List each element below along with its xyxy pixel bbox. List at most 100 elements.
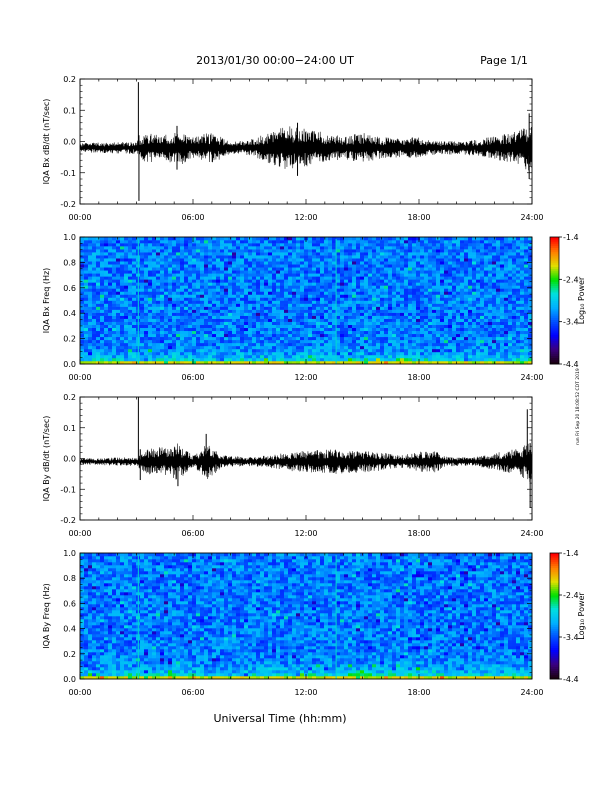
- spectrogram-cell: [284, 357, 289, 362]
- spectrogram-cell: [508, 321, 513, 325]
- spectrogram-cell: [480, 252, 485, 256]
- spectrogram-cell: [420, 306, 425, 310]
- spectrogram-cell: [280, 306, 285, 310]
- spectrogram-cell: [484, 282, 489, 286]
- spectrogram-cell: [368, 279, 373, 283]
- spectrogram-cell: [240, 330, 245, 335]
- spectrogram-cell: [372, 336, 377, 341]
- spectrogram-cell: [340, 285, 345, 289]
- spectrogram-cell: [212, 360, 217, 365]
- spectrogram-cell: [332, 279, 337, 283]
- spectrogram-cell: [448, 282, 453, 286]
- y-tick-label: -0.1: [60, 169, 76, 178]
- spectrogram-cell: [120, 294, 125, 298]
- spectrogram-cell: [336, 339, 341, 344]
- spectrogram-cell: [480, 315, 485, 319]
- colorbar-segment: [550, 243, 559, 246]
- spectrogram-cell: [408, 255, 413, 259]
- spectrogram-cell: [520, 351, 525, 356]
- spectrogram-cell: [492, 318, 497, 322]
- spectrogram-cell: [416, 255, 421, 259]
- spectrogram-cell: [284, 339, 289, 344]
- spectrogram-cell: [500, 297, 505, 301]
- spectrogram-cell: [112, 297, 117, 301]
- spectrogram-cell: [464, 252, 469, 256]
- spectrogram-cell: [172, 291, 177, 295]
- spectrogram-cell: [152, 264, 157, 268]
- spectrogram-cell: [184, 360, 189, 365]
- spectrogram-cell: [120, 336, 125, 341]
- spectrogram-cell: [512, 294, 517, 298]
- spectrogram-cell: [272, 321, 277, 325]
- spectrogram-cell: [332, 306, 337, 310]
- spectrogram-cell: [496, 252, 501, 256]
- spectrogram-cell: [468, 312, 473, 316]
- spectrogram-cell: [372, 270, 377, 274]
- spectrogram-cell: [440, 243, 445, 247]
- spectrogram-cell: [452, 330, 457, 335]
- spectrogram-cell: [332, 291, 337, 295]
- spectrogram-cell: [176, 345, 181, 350]
- spectrogram-cell: [148, 327, 153, 332]
- spectrogram-cell: [476, 345, 481, 350]
- spectrogram-cell: [420, 309, 425, 313]
- spectrogram-cell: [84, 306, 89, 310]
- spectrogram-cell: [160, 351, 165, 356]
- spectrogram-cell: [380, 243, 385, 247]
- spectrogram-cell: [156, 237, 161, 241]
- spectrogram-cell: [156, 315, 161, 319]
- spectrogram-cell: [408, 312, 413, 316]
- spectrogram-cell: [360, 306, 365, 310]
- spectrogram-cell: [356, 276, 361, 280]
- spectrogram-cell: [376, 273, 381, 277]
- spectrogram-cell: [328, 267, 333, 271]
- spectrogram-cell: [212, 252, 217, 256]
- spectrogram-cell: [344, 339, 349, 344]
- spectrogram-cell: [396, 300, 401, 304]
- spectrogram-cell: [120, 312, 125, 316]
- spectrogram-cell: [488, 327, 493, 332]
- spectrogram-cell: [448, 351, 453, 356]
- spectrogram-cell: [304, 258, 309, 262]
- spectrogram-cell: [260, 237, 265, 241]
- spectrogram-cell: [348, 291, 353, 295]
- spectrogram-cell: [268, 276, 273, 280]
- spectrogram-cell: [380, 291, 385, 295]
- spectrogram-cell: [248, 297, 253, 301]
- spectrogram-cell: [496, 306, 501, 310]
- spectrogram-cell: [280, 318, 285, 322]
- colorbar-segment: [550, 289, 559, 293]
- spectrogram-cell: [316, 351, 321, 356]
- spectrogram-cell: [384, 240, 389, 244]
- spectrogram-cell: [92, 291, 97, 295]
- spectrogram-cell: [252, 321, 257, 325]
- spectrogram-cell: [448, 303, 453, 307]
- spectrogram-cell: [408, 288, 413, 292]
- spectrogram-cell: [396, 249, 401, 253]
- spectrogram-cell: [204, 267, 209, 271]
- spectrogram-cell: [148, 309, 153, 313]
- spectrogram-cell: [92, 237, 97, 241]
- spectrogram-cell: [120, 291, 125, 295]
- spectrogram-cell: [296, 255, 301, 259]
- spectrogram-cell: [384, 309, 389, 313]
- spectrogram-cell: [160, 348, 165, 353]
- spectrogram-cell: [308, 237, 313, 241]
- spectrogram-cell: [460, 309, 465, 313]
- spectrogram-cell: [408, 294, 413, 298]
- spectrogram-cell: [272, 339, 277, 344]
- spectrogram-cell: [148, 243, 153, 247]
- spectrogram-cell: [464, 294, 469, 298]
- spectrogram-cell: [404, 348, 409, 353]
- spectrogram-cell: [104, 318, 109, 322]
- spectrogram-cell: [240, 243, 245, 247]
- spectrogram-cell: [236, 309, 241, 313]
- spectrogram-cell: [516, 258, 521, 262]
- spectrogram-cell: [312, 300, 317, 304]
- spectrogram-cell: [528, 276, 533, 280]
- spectrogram-cell: [400, 351, 405, 356]
- spectrogram-cell: [208, 273, 213, 277]
- spectrogram-cell: [180, 291, 185, 295]
- spectrogram-cell: [340, 249, 345, 253]
- spectrogram-cell: [528, 300, 533, 304]
